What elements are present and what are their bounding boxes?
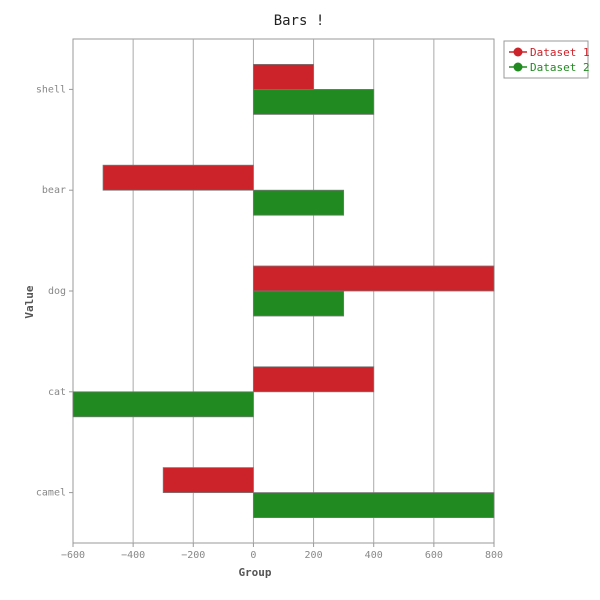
y-tick-label: cat [48,387,66,398]
x-tick-label: 600 [425,550,443,561]
x-tick-label: −600 [61,550,85,561]
legend-label: Dataset 2 [530,61,590,74]
bar-dataset-1-cat [253,366,375,393]
y-tick-label: dog [48,286,66,297]
bar-dataset-2-shell [253,89,375,115]
bar-dataset-1-dog [253,265,495,292]
y-axis-ticks: shell bear dog cat camel [36,84,73,499]
x-tick-label: −200 [181,550,205,561]
bar-dataset-1-camel [162,467,254,494]
bar-dataset-1-shell [253,64,314,90]
x-tick-label: 0 [250,550,256,561]
bar-dataset-2-camel [253,492,495,519]
x-axis-ticks: −600 −400 −200 0 200 400 600 800 [61,543,503,561]
x-tick-label: 200 [305,550,323,561]
legend-item: Dataset 1 [509,46,590,59]
legend: Dataset 1 Dataset 2 [503,40,590,79]
bar-dataset-2-cat [72,391,254,418]
x-tick-label: 800 [485,550,503,561]
legend-item: Dataset 2 [509,61,590,74]
legend-marker-icon [513,47,523,57]
bar-dataset-1-bear [102,164,254,191]
bar-dataset-2-dog [253,290,345,317]
y-tick-label: shell [36,84,66,95]
legend-label: Dataset 1 [530,46,590,59]
chart-title: Bars ! [274,13,325,29]
x-axis-label: Group [238,566,271,579]
y-tick-label: bear [42,185,66,196]
legend-marker-icon [513,62,523,72]
bars-group [72,64,495,519]
x-tick-label: −400 [121,550,145,561]
y-tick-label: camel [36,488,66,499]
x-tick-label: 400 [365,550,383,561]
bar-dataset-2-bear [253,189,345,216]
legend-box [503,40,589,79]
y-axis-label: Value [23,285,36,318]
